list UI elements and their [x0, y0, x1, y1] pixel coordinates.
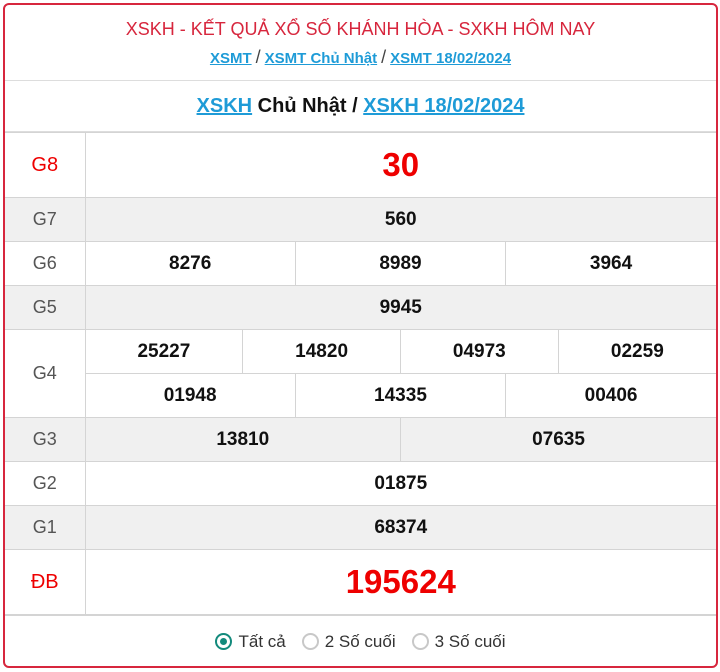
prize-label: G1 — [5, 505, 86, 550]
radio-unchecked-icon[interactable] — [301, 633, 319, 650]
prize-label: ĐB — [5, 549, 86, 615]
row-g8: G8 30 — [5, 132, 716, 198]
prize-number: 00406 — [505, 373, 716, 418]
prize-number: 07635 — [399, 417, 716, 462]
prize-number: 560 — [84, 197, 716, 242]
prize-number: 01875 — [84, 461, 716, 506]
row-g2: G2 01875 — [5, 461, 716, 506]
prize-number: 01948 — [84, 373, 296, 418]
row-g4: G4 25227 14820 04973 02259 — [5, 329, 716, 418]
results-card: XSKH - KẾT QUẢ XỔ SỐ KHÁNH HÒA - SXKH HÔ… — [3, 3, 718, 668]
prize-number: 25227 — [84, 329, 244, 374]
prize-number: 195624 — [84, 549, 716, 615]
breadcrumb-xsmt-chu-nhat[interactable]: XSMT Chủ Nhật — [264, 50, 378, 67]
row-g4b: 01948 14335 00406 — [5, 373, 716, 418]
row-g7: G7 560 — [5, 197, 716, 242]
row-db: ĐB 195624 — [5, 549, 716, 615]
separator: / — [255, 47, 261, 67]
prize-label: G6 — [5, 241, 86, 286]
xskh-link[interactable]: XSKH — [196, 95, 253, 117]
prize-number: 3964 — [505, 241, 716, 286]
breadcrumb: XSMT / XSMT Chủ Nhật / XSMT 18/02/2024 — [5, 47, 716, 68]
prize-label: G4 — [5, 329, 86, 418]
filter-3-digits[interactable]: 3 Số cuối — [411, 631, 506, 652]
prize-label: G3 — [5, 417, 86, 462]
prize-number: 8989 — [294, 241, 507, 286]
header: XSKH - KẾT QUẢ XỔ SỐ KHÁNH HÒA - SXKH HÔ… — [5, 5, 716, 81]
filter-2-digits[interactable]: 2 Số cuối — [301, 631, 396, 652]
breadcrumb-xsmt-date[interactable]: XSMT 18/02/2024 — [390, 50, 512, 67]
prize-number: 04973 — [399, 329, 559, 374]
radio-checked-icon[interactable] — [215, 633, 233, 650]
prize-number: 8276 — [84, 241, 296, 286]
prize-number: 02259 — [557, 329, 716, 374]
filter-label: 3 Số cuối — [434, 631, 506, 651]
row-g1: G1 68374 — [5, 505, 716, 550]
filter-label: 2 Số cuối — [324, 631, 396, 651]
prize-label: G8 — [5, 132, 86, 198]
prize-number: 14820 — [242, 329, 401, 374]
row-g5: G5 9945 — [5, 285, 716, 330]
prize-label: G2 — [5, 461, 86, 506]
digit-filter: Tất cả 2 Số cuối 3 Số cuối — [5, 615, 716, 666]
row-g3: G3 13810 07635 — [5, 417, 716, 462]
filter-label: Tất cả — [238, 631, 286, 651]
results-table: G8 30 G7 560 G6 8276 8989 3964 G5 9945 G4 25227… — [5, 132, 716, 615]
prize-label: G7 — [5, 197, 86, 242]
heading-text: Chủ Nhật / — [252, 95, 364, 117]
xskh-date-link[interactable]: XSKH 18/02/2024 — [363, 95, 525, 117]
prize-number: 14335 — [294, 373, 507, 418]
page-title: XSKH - KẾT QUẢ XỔ SỐ KHÁNH HÒA - SXKH HÔ… — [125, 19, 596, 39]
prize-number: 68374 — [84, 505, 716, 550]
breadcrumb-xsmt[interactable]: XSMT — [209, 50, 252, 67]
row-g6: G6 8276 8989 3964 — [5, 241, 716, 286]
filter-all[interactable]: Tất cả — [215, 631, 286, 652]
results-heading: XSKH Chủ Nhật / XSKH 18/02/2024 — [5, 81, 716, 132]
prize-number: 9945 — [84, 285, 716, 330]
prize-number: 13810 — [84, 417, 401, 462]
prize-number: 30 — [84, 132, 716, 198]
radio-unchecked-icon[interactable] — [411, 633, 429, 650]
prize-label: G5 — [5, 285, 86, 330]
separator: / — [381, 47, 387, 67]
